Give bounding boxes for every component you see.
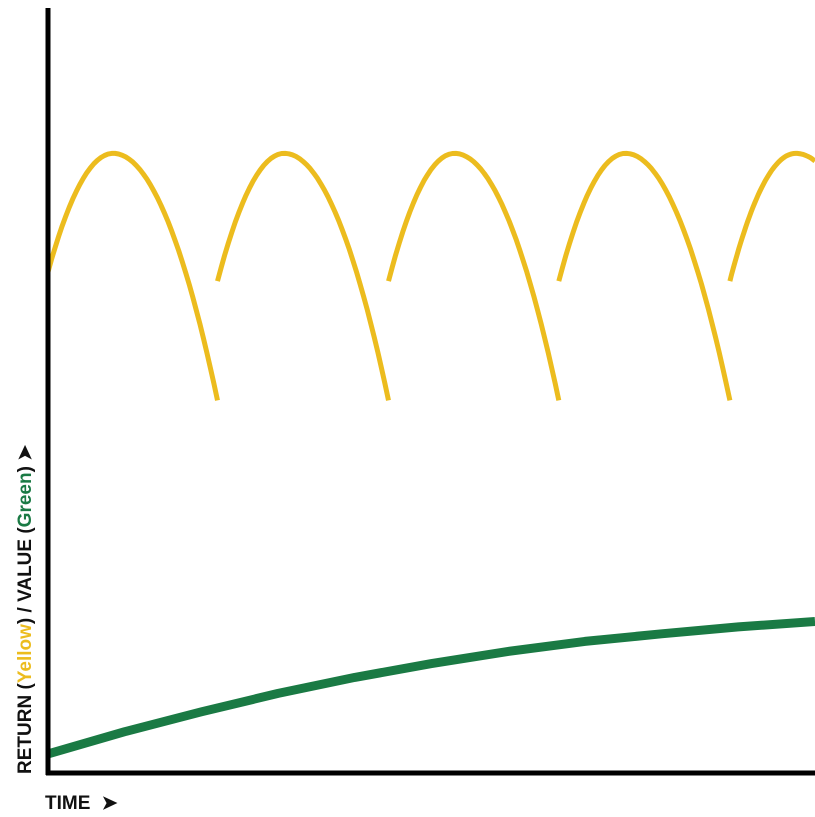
y-axis-label-part: )	[15, 461, 36, 473]
yellow-arch-segment	[727, 150, 815, 282]
series-yellow	[45, 150, 815, 401]
x-axis-label-text: TIME	[45, 793, 90, 814]
yellow-arch-segment	[386, 150, 562, 401]
x-axis-arrow-icon: ➤	[102, 793, 118, 814]
y-axis-label-part: ) / VALUE (	[15, 527, 36, 624]
plot-area	[45, 150, 815, 759]
y-axis-label-part: ➤	[15, 445, 36, 461]
yellow-arch-segment	[215, 150, 391, 401]
yellow-arch-segment	[556, 150, 733, 401]
series-green	[46, 617, 815, 759]
yellow-arch-segment	[45, 150, 220, 401]
y-axis-label: RETURN (Yellow) / VALUE (Green) ➤	[15, 445, 36, 774]
y-axis-label-part: Yellow	[15, 624, 36, 683]
green-value-line	[46, 617, 815, 759]
y-axis-label-part: Green	[15, 472, 36, 527]
x-axis-label: TIME ➤	[45, 793, 118, 814]
y-axis-label-part: RETURN (	[15, 683, 36, 774]
